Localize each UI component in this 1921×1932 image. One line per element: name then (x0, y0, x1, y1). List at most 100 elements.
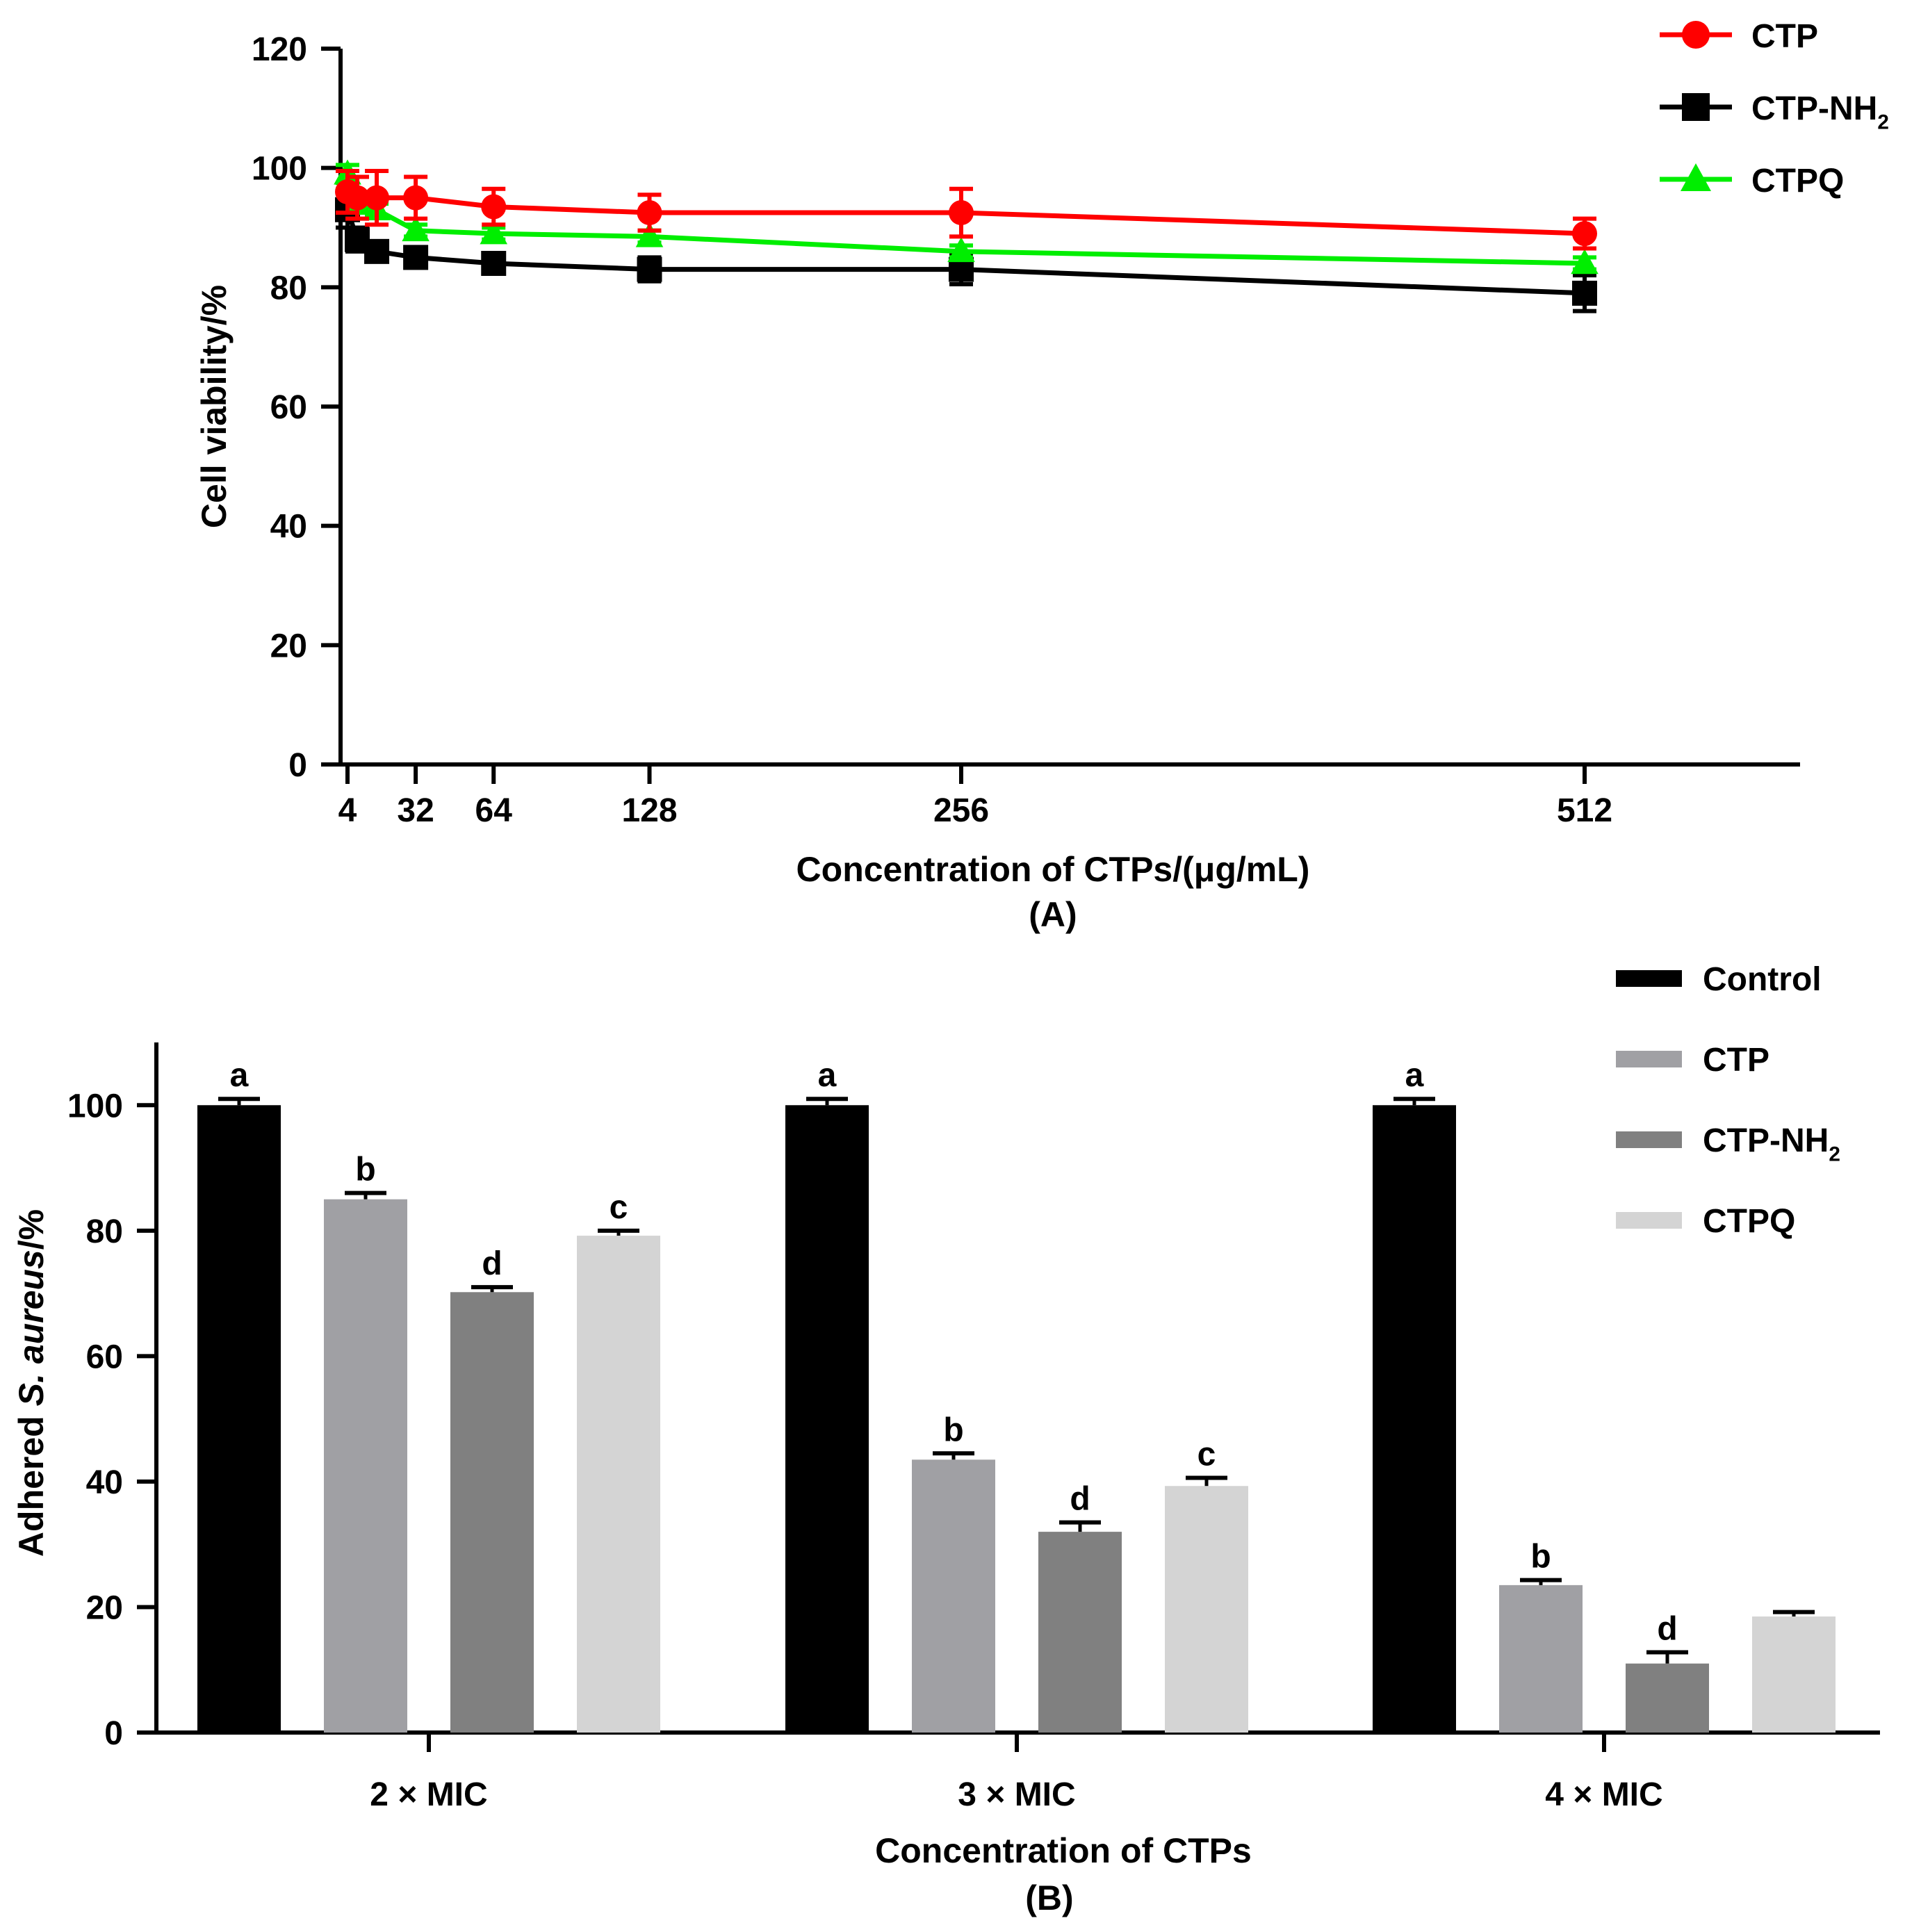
legend-label: CTP (1703, 1042, 1769, 1079)
y-tick-label: 100 (252, 151, 307, 188)
bar (785, 1105, 869, 1733)
significance-letter: d (1657, 1610, 1677, 1647)
bar (1499, 1585, 1583, 1733)
data-point (481, 251, 507, 276)
y-tick-label: 0 (288, 747, 307, 784)
legend-swatch (1616, 970, 1682, 987)
y-axis-title-italic: S. aureus (12, 1250, 51, 1406)
legend-label: CTP (1751, 18, 1818, 55)
bar (1165, 1486, 1248, 1733)
x-axis-title: Concentration of CTPs (875, 1831, 1252, 1870)
x-axis-title: Concentration of CTPs/(μg/mL) (796, 850, 1310, 889)
x-tick-label: 64 (475, 792, 513, 829)
legend-label: CTPQ (1751, 163, 1844, 199)
y-axis-title-prefix: Adhered (12, 1406, 51, 1557)
x-tick-label: 128 (621, 792, 677, 829)
data-point (402, 216, 430, 242)
y-axis-title: Adhered S. aureus/% (12, 1209, 51, 1557)
legend-label: Control (1703, 961, 1822, 998)
significance-letter: d (1070, 1481, 1090, 1518)
panel-a-line-chart: 0 20 40 60 80 100 120 4 32 64 128 256 512 Concentrati… (195, 18, 1889, 934)
panel-label-a: (A) (1029, 895, 1077, 934)
legend-swatch (1616, 1051, 1682, 1067)
legend-entry-control: Control (1616, 961, 1822, 998)
data-point (637, 256, 662, 282)
data-point (481, 194, 507, 220)
data-point (1571, 249, 1599, 275)
legend-label-subscript: 2 (1829, 1143, 1840, 1165)
legend-marker (1682, 93, 1710, 121)
legend-label-text: CTP (1703, 1042, 1769, 1079)
data-point (403, 245, 429, 270)
panel-label-b: (B) (1025, 1878, 1073, 1917)
series-ctp (335, 168, 1597, 251)
x-tick-label: 4 (338, 792, 357, 829)
legend-entry-ctp: CTP (1660, 18, 1818, 55)
data-point (635, 222, 664, 247)
y-tick-label: 40 (86, 1464, 123, 1501)
legend-label-text: CTPQ (1703, 1203, 1795, 1240)
legend-swatch (1616, 1131, 1682, 1148)
data-point (947, 237, 975, 263)
legend-label-text: CTP-NH (1703, 1122, 1829, 1159)
y-tick-label: 100 (67, 1088, 123, 1124)
data-point (1572, 221, 1597, 247)
x-tick-label: 512 (1557, 792, 1612, 829)
data-point (1572, 280, 1597, 306)
bar (324, 1199, 407, 1733)
y-tick-label: 20 (86, 1589, 123, 1626)
bar (450, 1292, 534, 1733)
legend-swatch (1616, 1212, 1682, 1229)
series-ctp-nh2 (335, 190, 1597, 313)
legend-entry-ctp-nh2: CTP-NH2 (1660, 90, 1889, 133)
legend-label-text: CTPQ (1751, 163, 1844, 199)
x-tick-label: 4 × MIC (1545, 1776, 1662, 1813)
bar (197, 1105, 281, 1733)
y-tick-label: 60 (86, 1339, 123, 1375)
y-tick-label: 60 (270, 389, 307, 426)
bar (577, 1236, 660, 1733)
x-tick-label: 2 × MIC (370, 1776, 487, 1813)
y-axis-title-suffix: /% (12, 1209, 51, 1250)
legend-label-text: CTP (1751, 18, 1818, 55)
legend-label: CTPQ (1703, 1203, 1795, 1240)
data-point (345, 185, 370, 211)
legend-entry-ctp-nh2: CTP-NH2 (1616, 1122, 1840, 1165)
y-axis-title: Cell viability/% (195, 285, 234, 528)
significance-letter: a (818, 1057, 837, 1094)
y-tick-label: 80 (270, 270, 307, 306)
bar (1626, 1663, 1709, 1733)
significance-letter: c (1197, 1436, 1216, 1473)
significance-letter: a (1405, 1057, 1424, 1094)
legend-entry-ctpq: CTPQ (1660, 163, 1844, 199)
legend-entry-ctpq: CTPQ (1616, 1203, 1795, 1240)
y-tick-label: 20 (270, 628, 307, 664)
legend-label-subscript: 2 (1877, 110, 1889, 133)
bar (1373, 1105, 1456, 1733)
bar (1752, 1616, 1836, 1733)
legend-label: CTP-NH2 (1703, 1122, 1840, 1165)
significance-letter: b (943, 1411, 963, 1448)
bar (1038, 1532, 1122, 1733)
y-tick-label: 80 (86, 1213, 123, 1250)
x-tick-label: 256 (933, 792, 989, 829)
legend-entry-ctp: CTP (1616, 1042, 1769, 1079)
panel-b-bar-chart: 0 20 40 60 80 100 2 × MIC a b d c 3 × MIC a b d c 4 × MI… (12, 961, 1880, 1917)
y-tick-label: 0 (104, 1715, 123, 1752)
data-point (948, 200, 974, 226)
data-point (364, 185, 390, 211)
data-point (480, 219, 508, 245)
legend-marker (1681, 163, 1711, 191)
significance-letter: b (355, 1152, 375, 1188)
data-point (403, 185, 429, 211)
legend-label-text: Control (1703, 961, 1822, 998)
y-tick-label: 40 (270, 509, 307, 546)
x-tick-label: 32 (397, 792, 434, 829)
x-tick-label: 3 × MIC (958, 1776, 1075, 1813)
significance-letter: c (610, 1189, 628, 1226)
y-tick-label: 120 (252, 31, 307, 68)
data-point (364, 238, 390, 264)
legend-label: CTP-NH2 (1751, 90, 1889, 133)
significance-letter: d (482, 1245, 502, 1282)
